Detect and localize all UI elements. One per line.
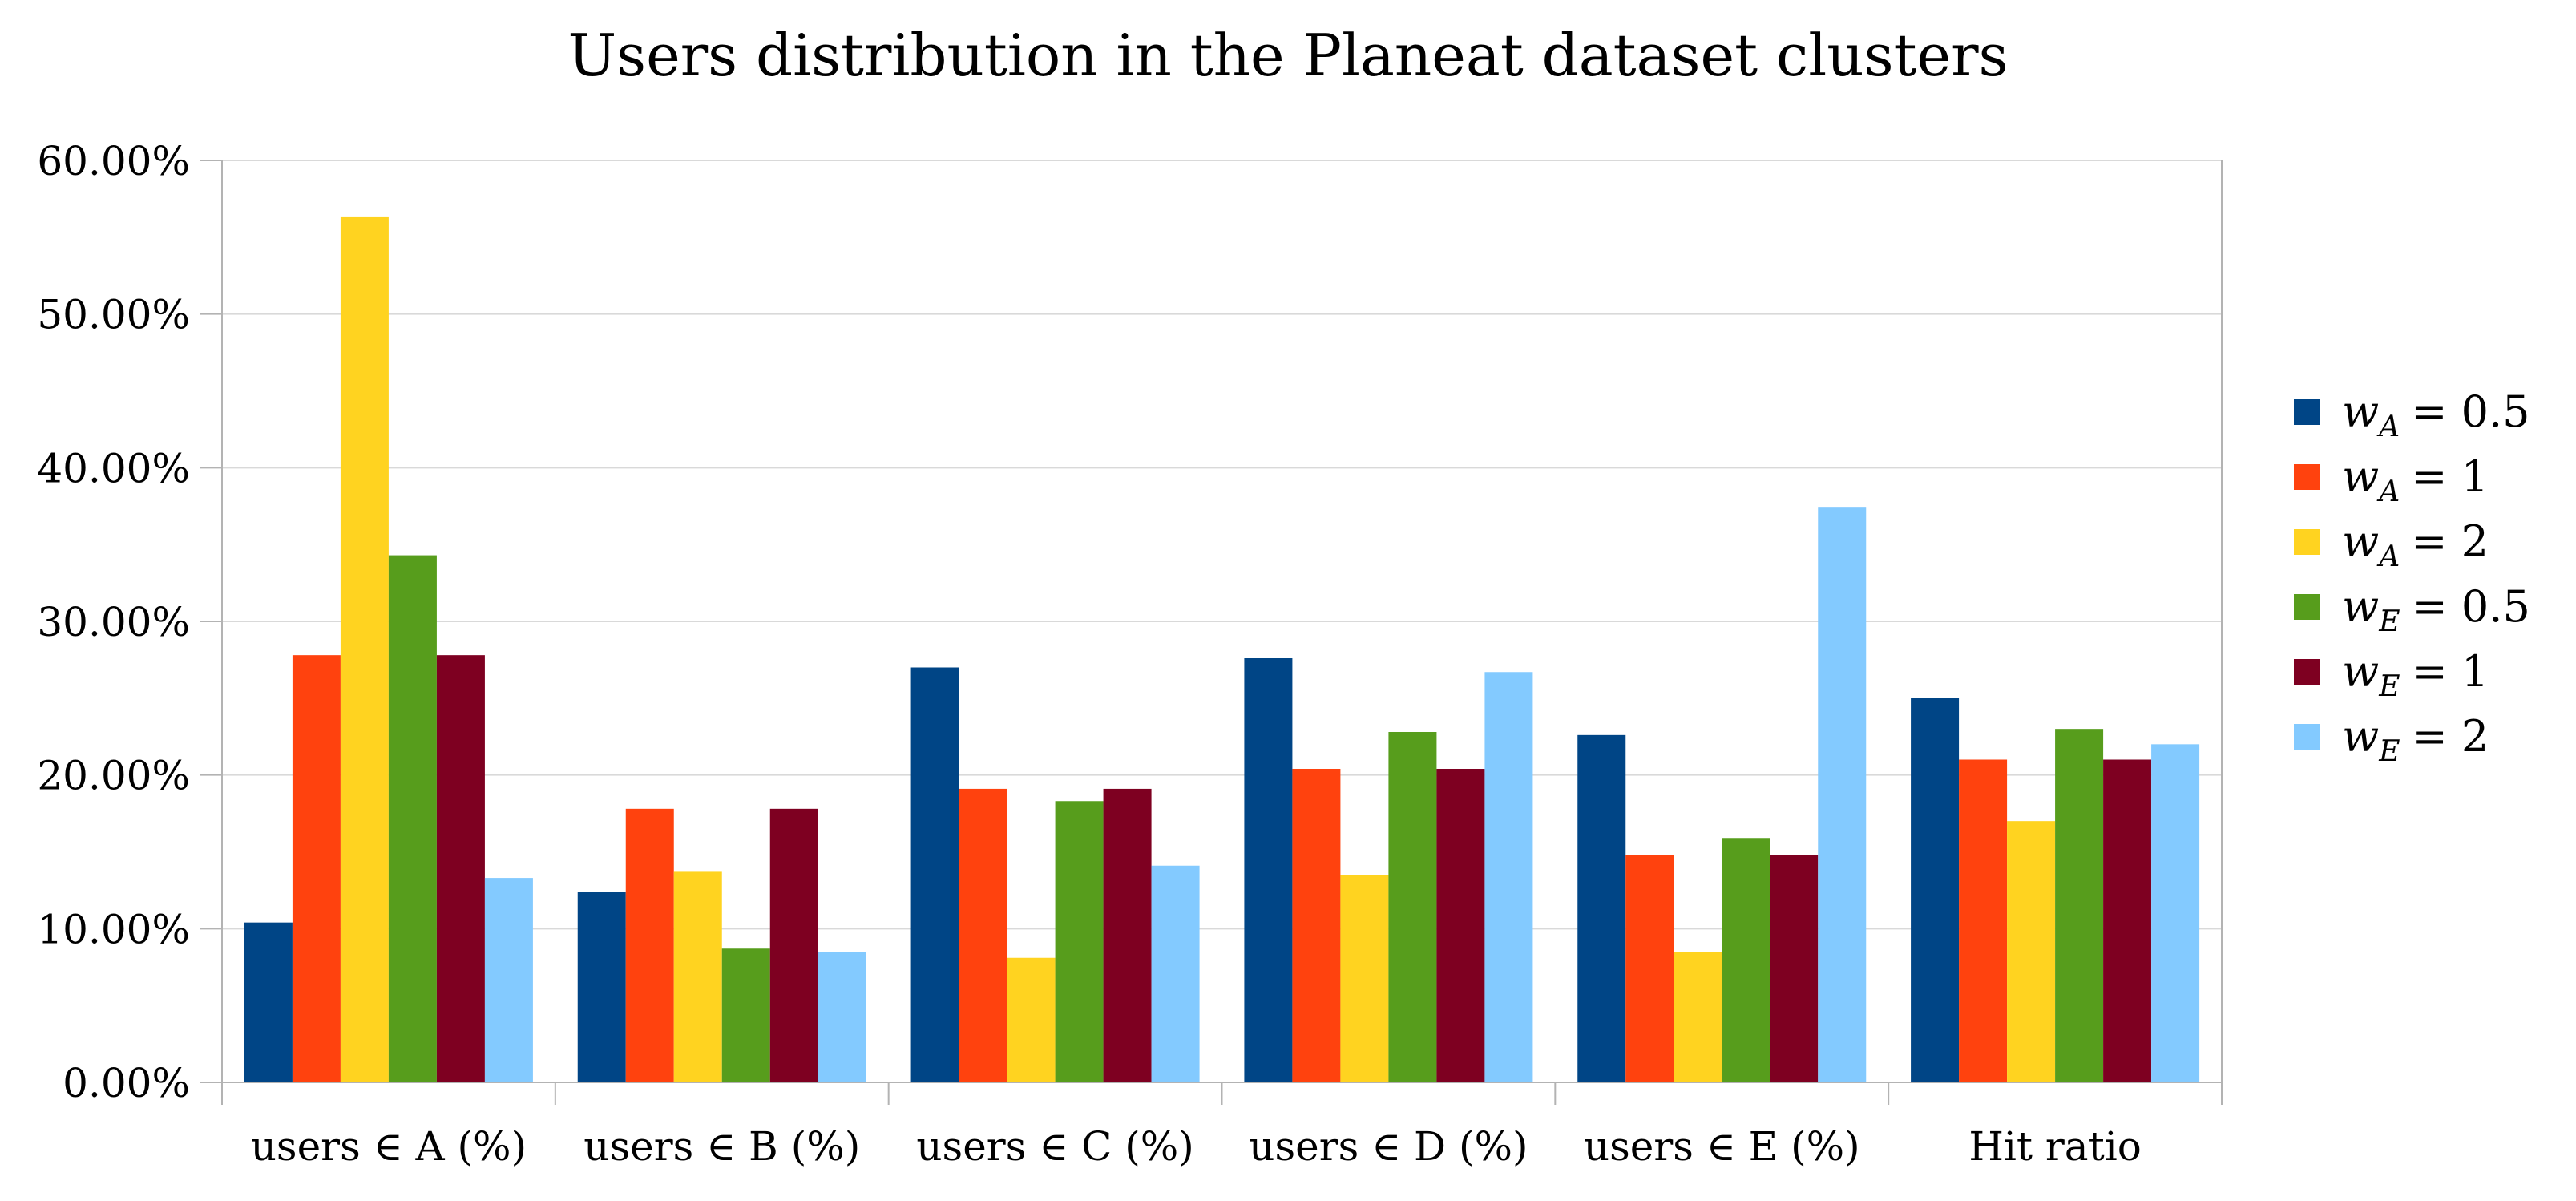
legend-label: wA = 0.5 bbox=[2342, 386, 2530, 443]
legend-item: wA = 1 bbox=[2294, 451, 2489, 508]
y-tick-label: 10.00% bbox=[37, 906, 190, 952]
x-tick-label: users ∈ D (%) bbox=[1249, 1123, 1528, 1170]
bar bbox=[673, 871, 722, 1082]
bar bbox=[1007, 957, 1056, 1082]
y-tick-label: 50.00% bbox=[37, 292, 190, 338]
x-tick-label: users ∈ A (%) bbox=[251, 1123, 527, 1170]
y-tick-label: 60.00% bbox=[37, 138, 190, 184]
legend-swatch bbox=[2294, 464, 2320, 490]
bar bbox=[2151, 744, 2200, 1082]
legend-label: wA = 2 bbox=[2342, 516, 2489, 573]
bar bbox=[1722, 838, 1770, 1082]
bar bbox=[292, 655, 341, 1082]
bar bbox=[1340, 875, 1389, 1082]
legend-swatch bbox=[2294, 399, 2320, 425]
gridlines bbox=[222, 160, 2222, 930]
bar bbox=[1388, 732, 1437, 1082]
bar bbox=[1818, 507, 1867, 1082]
bar bbox=[959, 788, 1007, 1082]
y-tick-label: 0.00% bbox=[63, 1060, 190, 1106]
bar bbox=[818, 952, 866, 1082]
bar bbox=[1770, 855, 1819, 1082]
bar bbox=[2055, 729, 2104, 1082]
x-tick-label: Hit ratio bbox=[1968, 1123, 2141, 1170]
y-tick-label: 20.00% bbox=[37, 753, 190, 799]
bar bbox=[1577, 734, 1626, 1082]
legend-swatch bbox=[2294, 594, 2320, 620]
x-tick-label: users ∈ E (%) bbox=[1584, 1123, 1860, 1170]
legend-label: wE = 0.5 bbox=[2342, 581, 2530, 638]
legend-item: wA = 2 bbox=[2294, 516, 2489, 573]
bar bbox=[1959, 759, 2008, 1082]
x-tick-label: users ∈ C (%) bbox=[916, 1123, 1193, 1170]
legend-swatch bbox=[2294, 529, 2320, 555]
legend-swatch bbox=[2294, 659, 2320, 685]
bar bbox=[1911, 698, 1960, 1082]
bar bbox=[625, 808, 674, 1082]
bar bbox=[1436, 769, 1485, 1082]
bar bbox=[1103, 788, 1152, 1082]
bar bbox=[1292, 769, 1341, 1082]
chart-title: Users distribution in the Planeat datase… bbox=[567, 22, 2008, 89]
bar bbox=[910, 667, 959, 1082]
bar bbox=[1484, 672, 1533, 1082]
x-axis-tick-labels: users ∈ A (%) users ∈ B (%) users ∈ C (%) u… bbox=[251, 1123, 2142, 1170]
bar bbox=[1151, 865, 1200, 1082]
x-tick-label: users ∈ B (%) bbox=[583, 1123, 860, 1170]
bar bbox=[2103, 759, 2152, 1082]
bar bbox=[2007, 821, 2056, 1082]
bars bbox=[244, 216, 2200, 1083]
legend-item: wE = 0.5 bbox=[2294, 581, 2530, 638]
bar bbox=[1625, 855, 1674, 1082]
bar bbox=[577, 892, 626, 1082]
y-axis-tick-labels: 0.00% 10.00% 20.00% 30.00% 40.00% 50.00% 60.00… bbox=[37, 138, 190, 1106]
legend-item: wE = 1 bbox=[2294, 646, 2489, 703]
bar bbox=[388, 555, 437, 1082]
bar bbox=[484, 878, 533, 1082]
bar bbox=[1674, 952, 1722, 1082]
bar bbox=[436, 655, 485, 1082]
legend-item: wA = 0.5 bbox=[2294, 386, 2530, 443]
bar bbox=[1055, 801, 1104, 1082]
bar bbox=[1244, 658, 1293, 1082]
bar bbox=[769, 808, 818, 1082]
legend-item: wE = 2 bbox=[2294, 711, 2489, 768]
bar bbox=[244, 922, 293, 1082]
y-tick-label: 30.00% bbox=[37, 599, 190, 645]
legend-label: wE = 1 bbox=[2342, 646, 2489, 703]
y-tick-label: 40.00% bbox=[37, 445, 190, 491]
legend: wA = 0.5 wA = 1 wA = 2 wE = 0.5 wE = 1 wE = 2 bbox=[2294, 386, 2530, 768]
legend-label: wA = 1 bbox=[2342, 451, 2489, 508]
bar bbox=[340, 216, 389, 1083]
legend-label: wE = 2 bbox=[2342, 711, 2489, 768]
legend-swatch bbox=[2294, 724, 2320, 750]
bar bbox=[721, 948, 770, 1082]
axes bbox=[200, 160, 2223, 1105]
